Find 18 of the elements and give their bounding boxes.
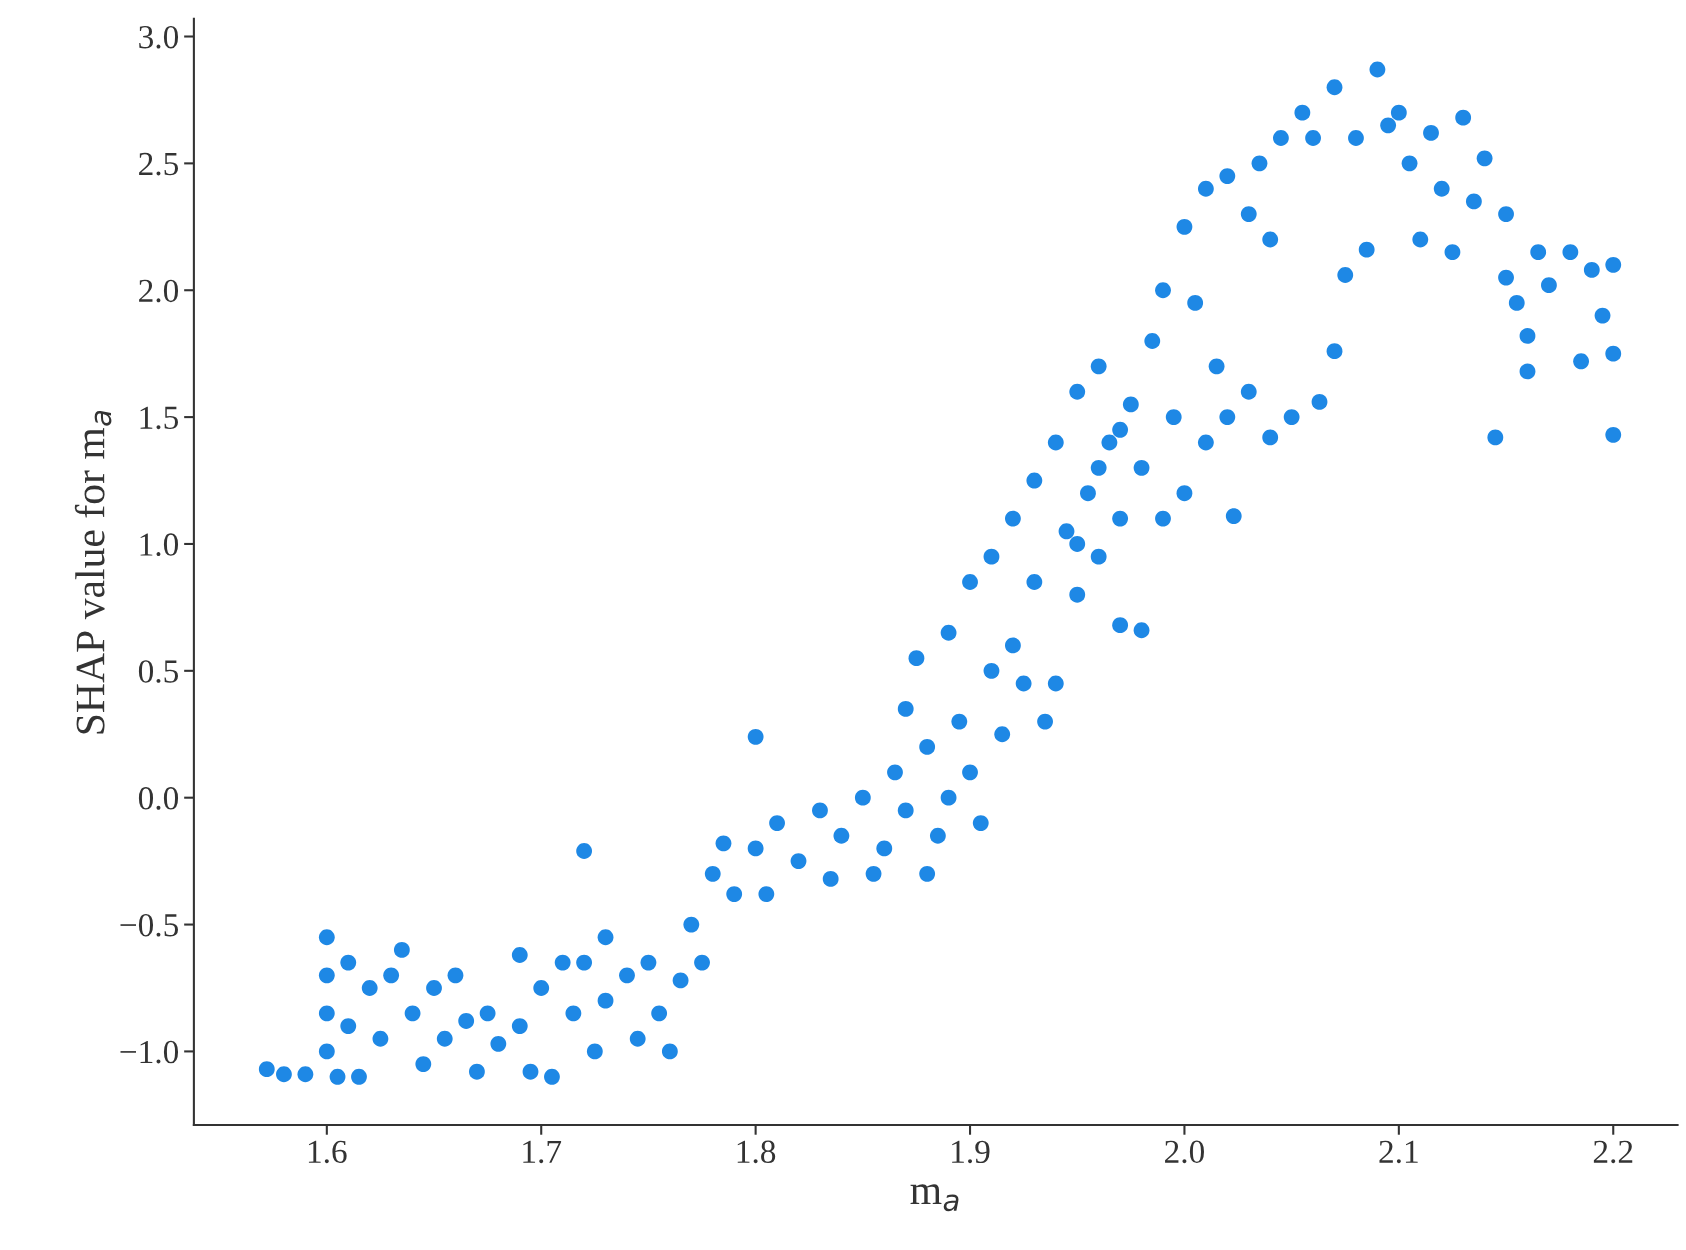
y-tick-label: −1.0 bbox=[120, 1040, 179, 1064]
y-tick-label: 1.0 bbox=[140, 533, 179, 556]
x-tick-label: 2.1 bbox=[1379, 1140, 1418, 1164]
x-tick-label: 1.9 bbox=[952, 1140, 990, 1164]
y-axis-title: SHAP value for m$_{a}$ bbox=[74, 410, 112, 734]
x-axis-title: m$_{a}$ bbox=[910, 1184, 959, 1212]
x-tick-label: 1.7 bbox=[523, 1140, 562, 1164]
x-tick-label: 2.2 bbox=[1593, 1140, 1633, 1164]
y-tick-label: 1.5 bbox=[140, 406, 178, 430]
y-tick-label: 0.5 bbox=[138, 660, 178, 683]
x-tick-label: 2.0 bbox=[1165, 1140, 1204, 1164]
y-tick-label: 2.5 bbox=[139, 152, 178, 176]
y-tick-label: −0.5 bbox=[120, 913, 179, 937]
y-tick-label: 2.0 bbox=[139, 279, 179, 303]
y-tick-label: 0.0 bbox=[138, 787, 179, 810]
x-tick-label: 1.8 bbox=[737, 1140, 776, 1164]
x-tick-label: 1.6 bbox=[308, 1140, 347, 1164]
y-tick-label: 3.0 bbox=[139, 25, 179, 49]
